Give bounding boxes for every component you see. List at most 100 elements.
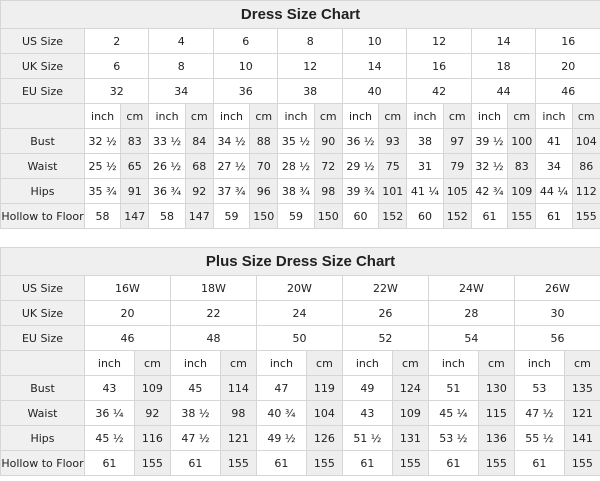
cm-value: 97 — [442, 128, 472, 154]
unit-inch-header: inch — [169, 350, 221, 376]
cm-value: 130 — [477, 375, 515, 401]
unit-cm-header: cm — [391, 350, 429, 376]
cm-value: 72 — [313, 153, 343, 179]
cm-value: 83 — [507, 153, 537, 179]
cm-value: 105 — [442, 178, 472, 204]
inch-value: 32 ½ — [83, 128, 122, 154]
row-label: EU Size — [0, 78, 85, 104]
size-cell: 16 — [535, 28, 600, 54]
size-cell: 54 — [427, 325, 515, 351]
size-row: UK Size 6 8 10 12 14 16 18 20 — [0, 53, 600, 79]
size-cell: 28 — [427, 300, 515, 326]
size-cell: 52 — [341, 325, 429, 351]
inch-value: 39 ¾ — [341, 178, 380, 204]
measure-row: Hollow to Floor 58 147 58 147 59 150 59 150 60 152… — [0, 203, 600, 229]
inch-value: 61 — [535, 203, 573, 229]
unit-inch-header: inch — [83, 103, 122, 129]
inch-value: 45 ¼ — [427, 400, 479, 426]
size-cell: 26W — [513, 275, 600, 301]
inch-value: 61 — [341, 450, 393, 476]
size-cell: 4 — [148, 28, 214, 54]
size-cell: 10 — [341, 28, 408, 54]
inch-value: 61 — [84, 450, 135, 476]
size-cell: 20 — [84, 300, 171, 326]
inch-value: 47 ½ — [169, 425, 221, 451]
inch-value: 33 ½ — [148, 128, 186, 154]
size-cell: 48 — [169, 325, 257, 351]
cm-value: 91 — [120, 178, 150, 204]
inch-value: 31 — [406, 153, 444, 179]
size-cell: 12 — [406, 28, 472, 54]
cm-value: 136 — [477, 425, 515, 451]
measure-row: Bust 32 ½ 83 33 ½ 84 34 ½ 88 35 ½ 90 36 ½ 93 38 97 39… — [0, 128, 600, 154]
unit-cm-header: cm — [219, 350, 257, 376]
cm-value: 126 — [305, 425, 343, 451]
unit-inch-header: inch — [470, 103, 509, 129]
inch-value: 36 ½ — [341, 128, 380, 154]
cm-value: 147 — [184, 203, 214, 229]
unit-cm-header: cm — [378, 103, 408, 129]
size-cell: 8 — [277, 28, 343, 54]
size-cell: 46 — [84, 325, 171, 351]
cm-value: 155 — [391, 450, 429, 476]
inch-value: 61 — [255, 450, 307, 476]
inch-value: 35 ½ — [277, 128, 315, 154]
inch-value: 43 — [341, 400, 393, 426]
row-label: Bust — [0, 128, 85, 154]
unit-inch-header: inch — [341, 103, 380, 129]
unit-inch-header: inch — [535, 103, 573, 129]
size-cell: 2 — [83, 28, 150, 54]
size-cell: 46 — [535, 78, 600, 104]
cm-value: 155 — [571, 203, 600, 229]
unit-cm-header: cm — [313, 103, 343, 129]
inch-value: 34 — [535, 153, 573, 179]
cm-value: 86 — [571, 153, 600, 179]
inch-value: 38 — [406, 128, 444, 154]
inch-value: 27 ½ — [212, 153, 251, 179]
unit-inch-header: inch — [406, 103, 444, 129]
unit-cm-header: cm — [442, 103, 472, 129]
inch-value: 60 — [341, 203, 380, 229]
unit-inch-header: inch — [277, 103, 315, 129]
cm-value: 109 — [391, 400, 429, 426]
inch-value: 55 ½ — [513, 425, 565, 451]
size-cell: 16W — [84, 275, 171, 301]
inch-value: 41 — [535, 128, 573, 154]
cm-value: 121 — [219, 425, 257, 451]
cm-value: 112 — [571, 178, 600, 204]
unit-inch-header: inch — [513, 350, 565, 376]
inch-value: 51 ½ — [341, 425, 393, 451]
unit-inch-header: inch — [341, 350, 393, 376]
inch-value: 25 ½ — [83, 153, 122, 179]
chart-title: Plus Size Dress Size Chart — [0, 247, 600, 276]
size-row: EU Size 32 34 36 38 40 42 44 46 — [0, 78, 600, 104]
inch-value: 29 ½ — [341, 153, 380, 179]
inch-value: 44 ¼ — [535, 178, 573, 204]
inch-value: 47 — [255, 375, 307, 401]
dress-size-chart: Dress Size Chart US Size 2 4 6 8 10 12 14 16 UK Si… — [0, 0, 600, 229]
unit-cm-header: cm — [133, 350, 171, 376]
inch-value: 40 ¾ — [255, 400, 307, 426]
unit-cm-header: cm — [477, 350, 515, 376]
row-label: US Size — [0, 28, 85, 54]
cm-value: 104 — [571, 128, 600, 154]
measure-row: Hips 45 ½ 116 47 ½ 121 49 ½ 126 51 ½ 131 53 ½ 136 5… — [0, 425, 600, 451]
row-label-empty — [0, 350, 85, 376]
cm-value: 114 — [219, 375, 257, 401]
row-label: Hips — [0, 425, 85, 451]
inch-value: 39 ½ — [470, 128, 509, 154]
cm-value: 155 — [563, 450, 600, 476]
cm-value: 70 — [249, 153, 279, 179]
inch-value: 36 ¾ — [148, 178, 186, 204]
size-cell: 50 — [255, 325, 343, 351]
plus-size-dress-size-chart: Plus Size Dress Size Chart US Size 16W 18W 2… — [0, 247, 600, 476]
size-cell: 22 — [169, 300, 257, 326]
size-cell: 24 — [255, 300, 343, 326]
cm-value: 150 — [249, 203, 279, 229]
inch-value: 35 ¾ — [83, 178, 122, 204]
unit-row: inch cm inch cm inch cm inch cm inch cm inch cm inch… — [0, 103, 600, 129]
cm-value: 155 — [507, 203, 537, 229]
size-cell: 30 — [513, 300, 600, 326]
size-cell: 18W — [169, 275, 257, 301]
